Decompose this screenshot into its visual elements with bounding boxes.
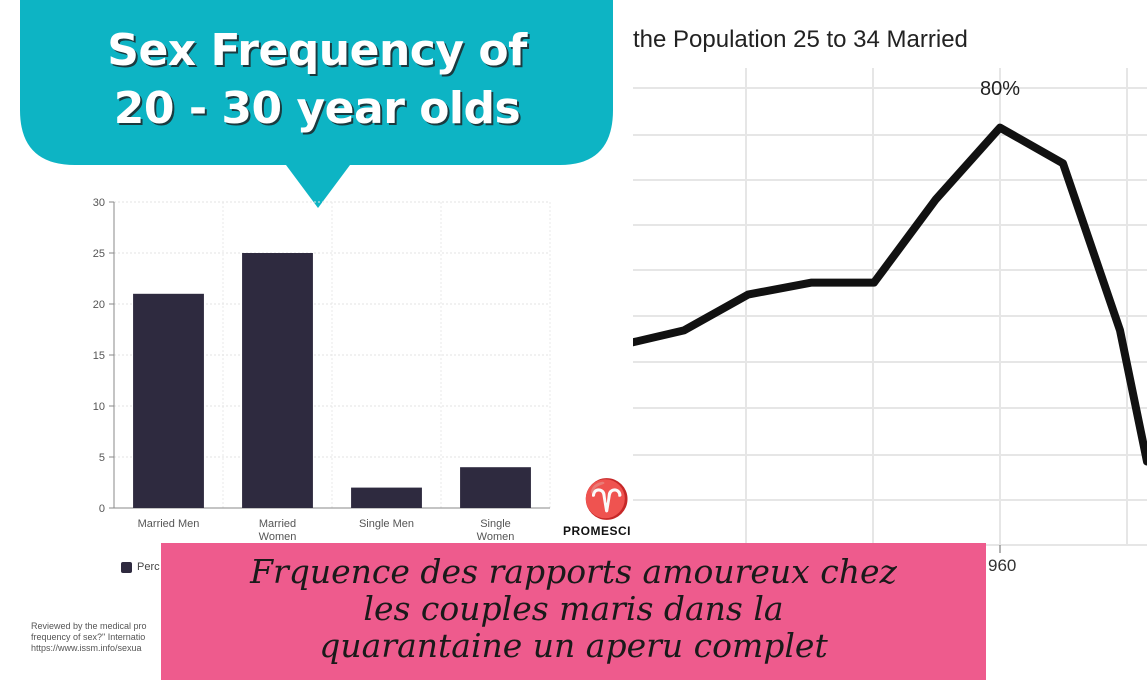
bubble-title-line-1: Sex Frequency of [107, 25, 527, 76]
series-line [633, 123, 1147, 466]
bubble-title: Sex Frequency of 20 - 30 year olds [20, 22, 614, 138]
x-tick-label: Married Men [138, 518, 200, 530]
bar [351, 487, 422, 508]
headline-line-1: Frquence des rapports amoureux chez [250, 552, 897, 591]
headline-line-2: les couples maris dans la [363, 589, 784, 628]
x-tick-label: Women [259, 531, 297, 543]
source-note: Reviewed by the medical pro frequency of… [31, 621, 171, 654]
y-tick-label: 20 [93, 299, 105, 311]
peak-annotation: 80% [980, 78, 1021, 100]
source-note-line-2: frequency of sex?" Internatio [31, 632, 146, 642]
y-tick-label: 0 [99, 503, 105, 515]
y-tick-label: 10 [93, 401, 105, 413]
logo-text: PROMESCI [563, 524, 632, 538]
y-tick-label: 15 [93, 350, 105, 362]
bar [242, 253, 313, 508]
speech-bubble [20, 0, 613, 208]
brand-logo: ♈ PROMESCI [563, 478, 633, 538]
bubble-title-line-2: 20 - 30 year olds [113, 83, 521, 134]
x-tick-label: Single [480, 518, 511, 530]
x-tick-label: Women [477, 531, 515, 543]
line-chart [633, 68, 1147, 553]
source-note-line-3: https://www.issm.info/sexua [31, 643, 142, 653]
chart-legend: Perc [121, 561, 160, 573]
bar [460, 467, 531, 508]
aries-icon: ♈ [583, 477, 631, 521]
legend-label: Perc [137, 561, 160, 573]
legend-swatch [121, 561, 132, 573]
x-tick-label: Married [259, 518, 296, 530]
y-tick-label: 25 [93, 248, 105, 260]
y-tick-label: 30 [93, 197, 105, 209]
line-chart-title: the Population 25 to 34 Married [633, 26, 968, 53]
y-tick-label: 5 [99, 452, 105, 464]
x-tick-label: Single Men [359, 518, 414, 530]
headline-banner: Frquence des rapports amoureux chez les … [161, 543, 986, 680]
headline-text: Frquence des rapports amoureux chez les … [161, 553, 986, 664]
bar [133, 293, 204, 508]
headline-line-3: quarantaine un aperu complet [319, 626, 828, 665]
source-note-line-1: Reviewed by the medical pro [31, 621, 147, 631]
x-tick-label: 960 [988, 556, 1017, 575]
